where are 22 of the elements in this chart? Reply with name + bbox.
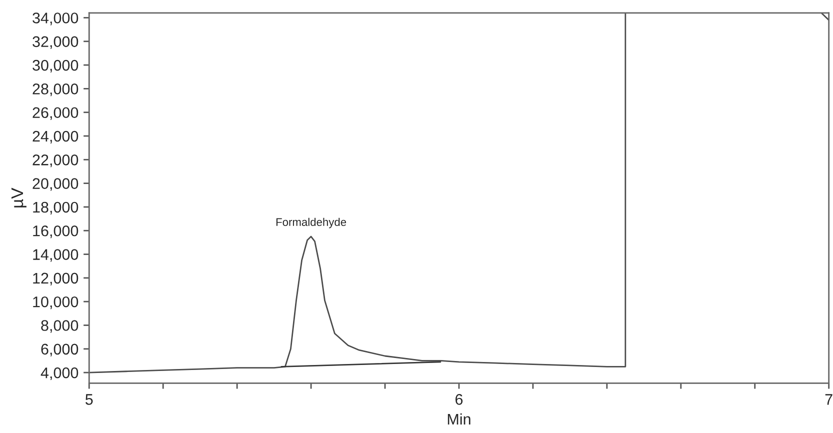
y-tick-label: 6,000: [41, 344, 78, 356]
y-tick-label: 18,000: [33, 202, 78, 214]
y-tick-label: 22,000: [32, 154, 78, 168]
y-tick-label: 24,000: [32, 130, 78, 144]
x-tick-label: 6: [456, 394, 463, 405]
x-axis-title: Min: [448, 413, 470, 424]
y-tick-label: 30,000: [32, 60, 78, 73]
y-axis-title: µV: [12, 188, 26, 208]
annotation: Formaldehyde: [276, 218, 346, 228]
y-tick-label: 4,000: [40, 367, 78, 380]
x-tick-label: 7: [825, 394, 832, 405]
y-tick-label: 20,000: [32, 178, 78, 191]
y-tick-label: 10,000: [33, 296, 78, 310]
y-tick-label: 26,000: [32, 107, 78, 120]
y-tick-label: 12,000: [33, 272, 78, 286]
y-tick-label: 34,000: [32, 12, 78, 26]
y-tick-label: 8,000: [41, 320, 78, 333]
y-tick-label: 14,000: [33, 249, 78, 262]
y-tick-label: 28,000: [32, 84, 78, 96]
y-tick-label: 32,000: [32, 36, 78, 49]
x-tick-label: 5: [85, 394, 93, 405]
y-tick-label: 16,000: [33, 225, 78, 238]
